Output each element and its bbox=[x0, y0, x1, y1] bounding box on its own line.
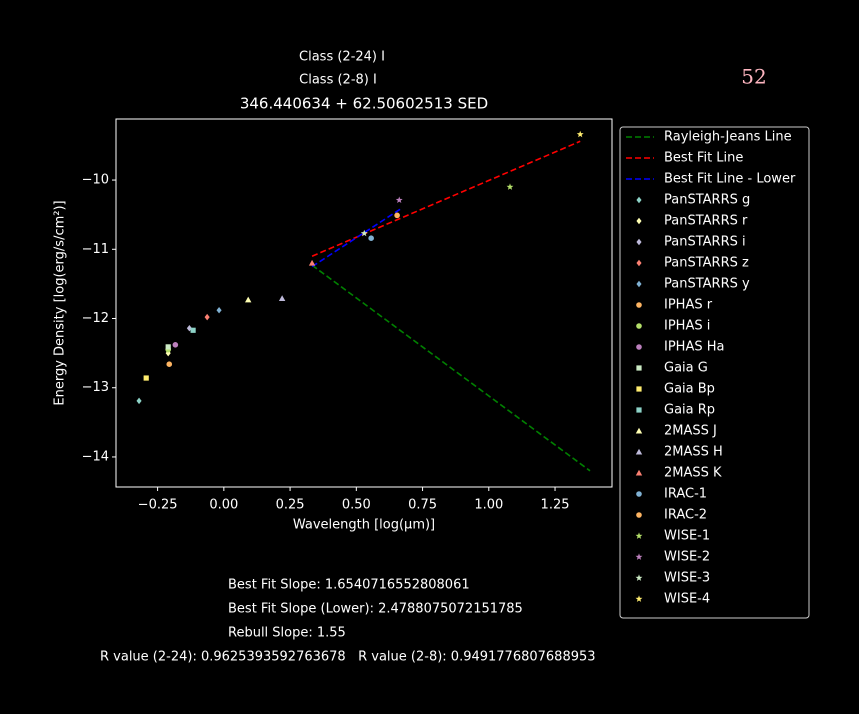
x-tick-label: −0.25 bbox=[138, 498, 178, 513]
fit-line bbox=[311, 264, 591, 472]
legend-swatch bbox=[635, 574, 643, 581]
legend-label: Gaia Bp bbox=[664, 382, 715, 397]
legend-swatch bbox=[636, 407, 642, 413]
data-point bbox=[308, 259, 316, 266]
legend-label: Rayleigh-Jeans Line bbox=[664, 130, 792, 145]
legend-label: IRAC-1 bbox=[664, 487, 707, 502]
note: Best Fit Slope: 1.6540716552808061 bbox=[228, 578, 470, 593]
legend-label: PanSTARRS z bbox=[664, 256, 749, 271]
y-axis-label: Energy Density [log(erg/s/cm²)] bbox=[53, 200, 68, 405]
data-point bbox=[368, 235, 374, 242]
data-point bbox=[576, 130, 584, 138]
fit-line bbox=[311, 140, 581, 257]
note: Rebull Slope: 1.55 bbox=[228, 626, 346, 641]
data-point bbox=[143, 375, 149, 381]
legend-swatch bbox=[635, 595, 643, 602]
subtitle: Class (2-8) I bbox=[299, 73, 377, 88]
legend-swatch bbox=[636, 217, 642, 225]
data-point bbox=[165, 344, 171, 350]
legend-label: WISE-3 bbox=[664, 571, 710, 586]
plot-frame bbox=[115, 118, 613, 488]
legend-swatch bbox=[635, 553, 643, 560]
legend-swatch bbox=[636, 280, 642, 288]
data-point bbox=[136, 397, 142, 405]
x-tick-label: 1.25 bbox=[541, 498, 570, 513]
note: R value (2-24): 0.9625393592763678 R val… bbox=[100, 650, 596, 665]
chart-title: 346.440634 + 62.50602513 SED bbox=[240, 95, 488, 113]
legend-label: IPHAS r bbox=[664, 298, 713, 313]
legend-swatch bbox=[636, 259, 642, 267]
legend-swatch bbox=[636, 323, 642, 329]
note: Best Fit Slope (Lower): 2.47880750721517… bbox=[228, 602, 523, 617]
legend-label: Best Fit Line bbox=[664, 151, 743, 166]
y-tick-label: −12 bbox=[82, 311, 109, 326]
legend-label: Gaia G bbox=[664, 361, 708, 376]
x-axis-label: Wavelength [log(μm)] bbox=[293, 518, 435, 533]
y-tick-label: −14 bbox=[82, 449, 109, 464]
legend-label: Best Fit Line - Lower bbox=[664, 172, 796, 187]
legend-swatch bbox=[636, 386, 642, 392]
data-point bbox=[360, 229, 368, 237]
legend-swatch bbox=[636, 238, 642, 246]
data-point bbox=[395, 196, 403, 204]
legend-label: 2MASS J bbox=[664, 424, 717, 439]
legend-label: PanSTARRS y bbox=[664, 277, 750, 292]
data-point bbox=[506, 183, 514, 190]
data-point bbox=[204, 313, 210, 321]
data-point bbox=[172, 342, 179, 348]
legend-label: IPHAS Ha bbox=[664, 340, 724, 355]
corner-label: 52 bbox=[741, 65, 766, 89]
legend-label: IPHAS i bbox=[664, 319, 710, 334]
legend-swatch bbox=[636, 196, 642, 204]
legend-label: IRAC-2 bbox=[664, 508, 707, 523]
legend-swatch bbox=[636, 491, 642, 497]
x-tick-label: 1.00 bbox=[474, 498, 503, 513]
x-tick-label: 0.75 bbox=[408, 498, 437, 513]
legend-label: Gaia Rp bbox=[664, 403, 715, 418]
legend-label: WISE-4 bbox=[664, 592, 710, 607]
x-tick-label: 0.00 bbox=[209, 498, 238, 513]
legend-swatch bbox=[636, 344, 642, 350]
legend-label: PanSTARRS r bbox=[664, 214, 748, 229]
legend-swatch bbox=[635, 448, 643, 455]
legend-swatch bbox=[635, 532, 643, 539]
legend-swatch bbox=[635, 469, 643, 476]
data-point bbox=[216, 306, 222, 314]
y-tick-label: −11 bbox=[82, 242, 109, 257]
data-point bbox=[278, 295, 286, 301]
legend-swatch bbox=[636, 365, 642, 371]
legend-label: WISE-1 bbox=[664, 529, 710, 544]
legend-swatch bbox=[635, 427, 643, 434]
data-point bbox=[190, 327, 196, 333]
x-tick-label: 0.50 bbox=[342, 498, 371, 513]
data-point bbox=[394, 212, 400, 219]
legend-label: 2MASS K bbox=[664, 466, 722, 481]
x-tick-label: 0.25 bbox=[276, 498, 305, 513]
y-tick-label: −10 bbox=[82, 173, 109, 188]
legend-label: PanSTARRS i bbox=[664, 235, 746, 250]
legend-swatch bbox=[636, 512, 642, 518]
data-point bbox=[166, 361, 173, 367]
legend-label: PanSTARRS g bbox=[664, 193, 750, 208]
legend-box bbox=[619, 126, 810, 619]
y-tick-label: −13 bbox=[82, 380, 109, 395]
legend-label: WISE-2 bbox=[664, 550, 710, 565]
subtitle: Class (2-24) I bbox=[299, 50, 385, 65]
legend-label: 2MASS H bbox=[664, 445, 723, 460]
data-point bbox=[245, 296, 252, 303]
legend-swatch bbox=[636, 302, 642, 308]
